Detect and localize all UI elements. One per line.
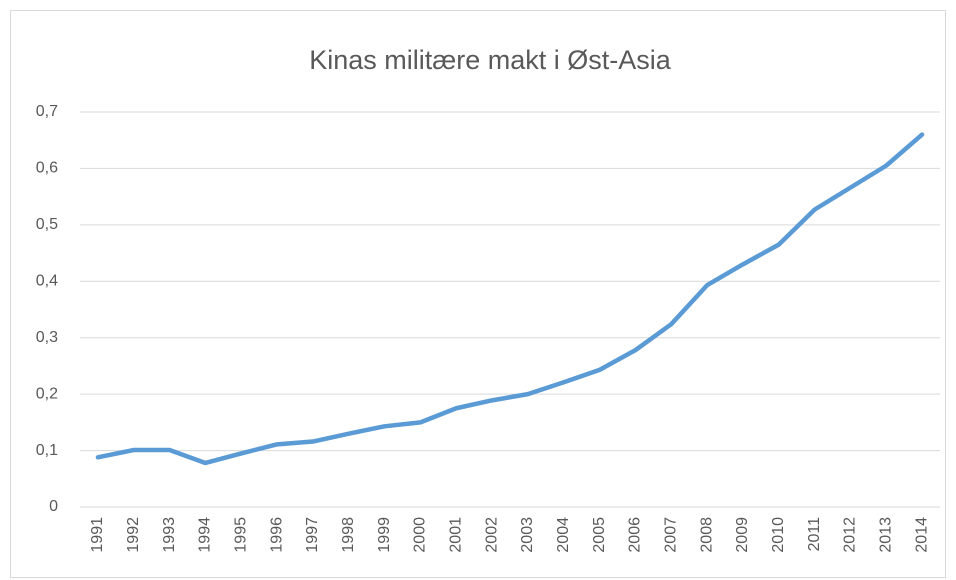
line: [95, 132, 925, 466]
x-tick-label: 2007: [662, 517, 679, 553]
chart-border: [10, 10, 946, 578]
x-tick-label: 2003: [519, 517, 536, 553]
x-tick-label: 1998: [340, 517, 357, 553]
y-tick-label: 0,4: [36, 273, 58, 290]
x-tick-label: 1992: [125, 517, 142, 553]
x-tick-label: 1996: [268, 517, 285, 553]
x-tick-label: 2009: [734, 517, 751, 553]
x-tick-label: 2011: [806, 517, 823, 552]
y-tick-label: 0,2: [36, 385, 58, 402]
x-tick-label: 2008: [698, 517, 715, 553]
chart-title: Kinas militære makt i Øst-Asia: [309, 45, 672, 75]
x-tick-label: 2010: [770, 517, 787, 553]
x-tick-label: 2006: [627, 517, 644, 553]
x-tick-label: 1997: [304, 517, 321, 553]
x-tick-label: 2013: [877, 517, 894, 553]
x-tick-label: 2001: [447, 517, 464, 553]
x-tick-label: 1999: [376, 517, 393, 553]
y-tick-label: 0,7: [36, 103, 58, 120]
x-tick-label: 1994: [197, 517, 214, 553]
x-tick-label: 1991: [89, 517, 106, 553]
x-tick-label: 2000: [412, 517, 429, 553]
x-tick-label: 2014: [913, 517, 930, 553]
x-tick-label: 2012: [842, 517, 859, 553]
y-tick-label: 0,1: [36, 442, 58, 459]
y-tick-label: 0: [49, 498, 58, 515]
y-tick-label: 0,3: [36, 329, 58, 346]
y-tick-label: 0,6: [36, 160, 58, 177]
x-tick-label: 1993: [161, 517, 178, 553]
x-tick-label: 1995: [232, 517, 249, 553]
x-tick-label: 2005: [591, 517, 608, 553]
y-tick-label: 0,5: [36, 216, 58, 233]
x-tick-label: 2004: [555, 517, 572, 553]
x-tick-label: 2002: [483, 517, 500, 553]
